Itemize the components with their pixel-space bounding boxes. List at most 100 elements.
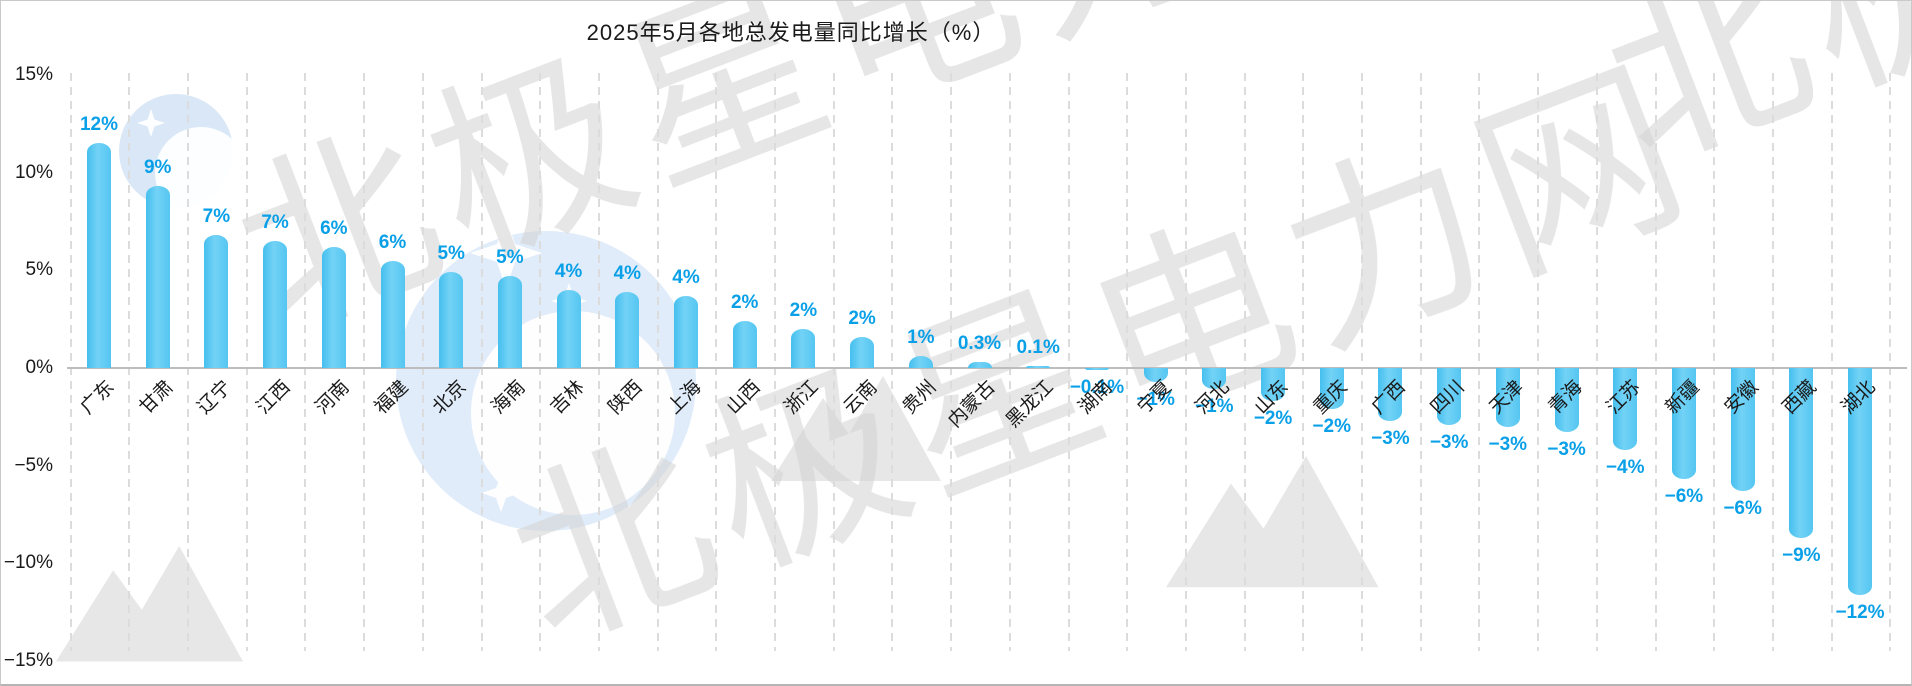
grid-line xyxy=(1184,73,1187,651)
bar-value-label: −12% xyxy=(1835,601,1885,623)
grid-line xyxy=(1008,73,1011,651)
bar-value-label: −4% xyxy=(1605,457,1645,479)
bar-value-label: 7% xyxy=(261,212,289,234)
grid-line xyxy=(891,73,894,651)
grid-line xyxy=(363,73,366,651)
grid-line xyxy=(950,73,953,651)
bar-value-label: 4% xyxy=(672,266,700,288)
bar xyxy=(556,289,581,368)
y-axis-tick: 0% xyxy=(25,357,53,378)
bar xyxy=(615,291,640,368)
bar xyxy=(321,246,346,368)
watermark-logo-mark xyxy=(1166,456,1379,588)
bar-value-label: −1% xyxy=(1195,396,1234,418)
bar-value-label: −3% xyxy=(1429,431,1469,453)
bar-value-label: 6% xyxy=(320,217,348,239)
grid-line xyxy=(1478,73,1481,651)
bar-value-label: −3% xyxy=(1371,427,1410,449)
grid-line xyxy=(1537,73,1540,651)
bar-value-label: 6% xyxy=(378,231,407,253)
bar xyxy=(908,356,933,368)
grid-line xyxy=(1302,73,1305,651)
grid-line xyxy=(1771,73,1774,651)
bar-value-label: 4% xyxy=(613,262,642,284)
bar xyxy=(263,241,288,368)
bar-value-label: −1% xyxy=(1136,388,1175,410)
y-axis-tick: −15% xyxy=(3,649,53,671)
watermark-logo-circle xyxy=(119,94,247,219)
grid-line xyxy=(128,73,131,651)
bar-value-label: 5% xyxy=(437,243,465,265)
bar xyxy=(1261,368,1285,402)
watermark-logo-mark xyxy=(56,546,243,662)
bar xyxy=(1789,368,1814,538)
bar xyxy=(1437,368,1462,425)
bar-value-label: 9% xyxy=(143,157,172,179)
grid-line xyxy=(1067,73,1070,651)
grid-line xyxy=(1889,73,1892,651)
bar-value-label: −0.1% xyxy=(1069,377,1125,398)
bar-value-label: 2% xyxy=(848,307,876,329)
grid-line xyxy=(715,73,718,651)
bar xyxy=(1671,368,1696,480)
bar xyxy=(380,260,405,368)
grid-line xyxy=(245,73,248,651)
bar xyxy=(204,235,229,368)
bar xyxy=(850,336,875,368)
grid-line xyxy=(1654,73,1657,651)
grid-line xyxy=(1126,73,1129,651)
bar-value-label: 12% xyxy=(79,114,119,136)
bar-value-label: −9% xyxy=(1782,544,1821,566)
bar-value-label: −2% xyxy=(1253,408,1293,430)
bar xyxy=(967,362,992,368)
bar xyxy=(732,321,757,368)
bar xyxy=(1730,368,1755,492)
grid-line xyxy=(1419,73,1422,651)
bar xyxy=(1613,368,1638,451)
bar-value-label: 2% xyxy=(789,299,818,321)
bar xyxy=(1495,368,1520,427)
y-axis-tick: 10% xyxy=(14,161,53,183)
watermark-logo-mark xyxy=(771,376,941,481)
grid-line xyxy=(1595,73,1598,651)
grid-line xyxy=(1830,73,1833,651)
grid-line xyxy=(480,73,483,651)
zero-axis-line xyxy=(66,367,1907,369)
grid-line xyxy=(1713,73,1716,651)
bar xyxy=(145,186,170,368)
bar xyxy=(1202,368,1227,390)
bar xyxy=(497,276,522,368)
grid-line xyxy=(1361,73,1363,651)
bar-value-label: −6% xyxy=(1723,498,1762,520)
bar xyxy=(1319,368,1344,409)
bar xyxy=(1084,368,1109,370)
grid-line xyxy=(832,73,835,651)
bar-value-label: 2% xyxy=(730,292,759,314)
grid-line xyxy=(1243,73,1246,651)
bar-value-label: 7% xyxy=(202,206,231,228)
grid-line xyxy=(539,73,542,651)
bar xyxy=(1026,366,1051,368)
bar-value-label: −3% xyxy=(1488,433,1528,455)
bar xyxy=(674,295,698,368)
bar-value-label: 0.1% xyxy=(1016,337,1060,358)
grid-line xyxy=(304,73,307,651)
bar-value-label: 4% xyxy=(554,260,583,282)
bar-value-label: 0.3% xyxy=(957,333,1002,355)
grid-line xyxy=(187,73,189,651)
bar-value-label: 5% xyxy=(496,247,524,269)
bar xyxy=(791,328,816,368)
bar-value-label: 1% xyxy=(907,327,935,349)
y-axis-tick: 5% xyxy=(25,259,53,281)
bar-value-label: −2% xyxy=(1312,416,1351,437)
bar-value-label: −6% xyxy=(1664,486,1704,508)
bar xyxy=(1143,368,1168,382)
grid-line xyxy=(656,73,659,651)
grid-line xyxy=(774,73,776,651)
y-axis-tick: 15% xyxy=(14,64,53,86)
bar xyxy=(1554,368,1579,433)
bar xyxy=(439,272,464,368)
grid-line xyxy=(421,73,424,651)
